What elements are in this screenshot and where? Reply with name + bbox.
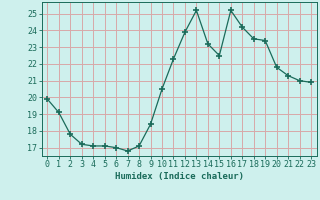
X-axis label: Humidex (Indice chaleur): Humidex (Indice chaleur) <box>115 172 244 181</box>
